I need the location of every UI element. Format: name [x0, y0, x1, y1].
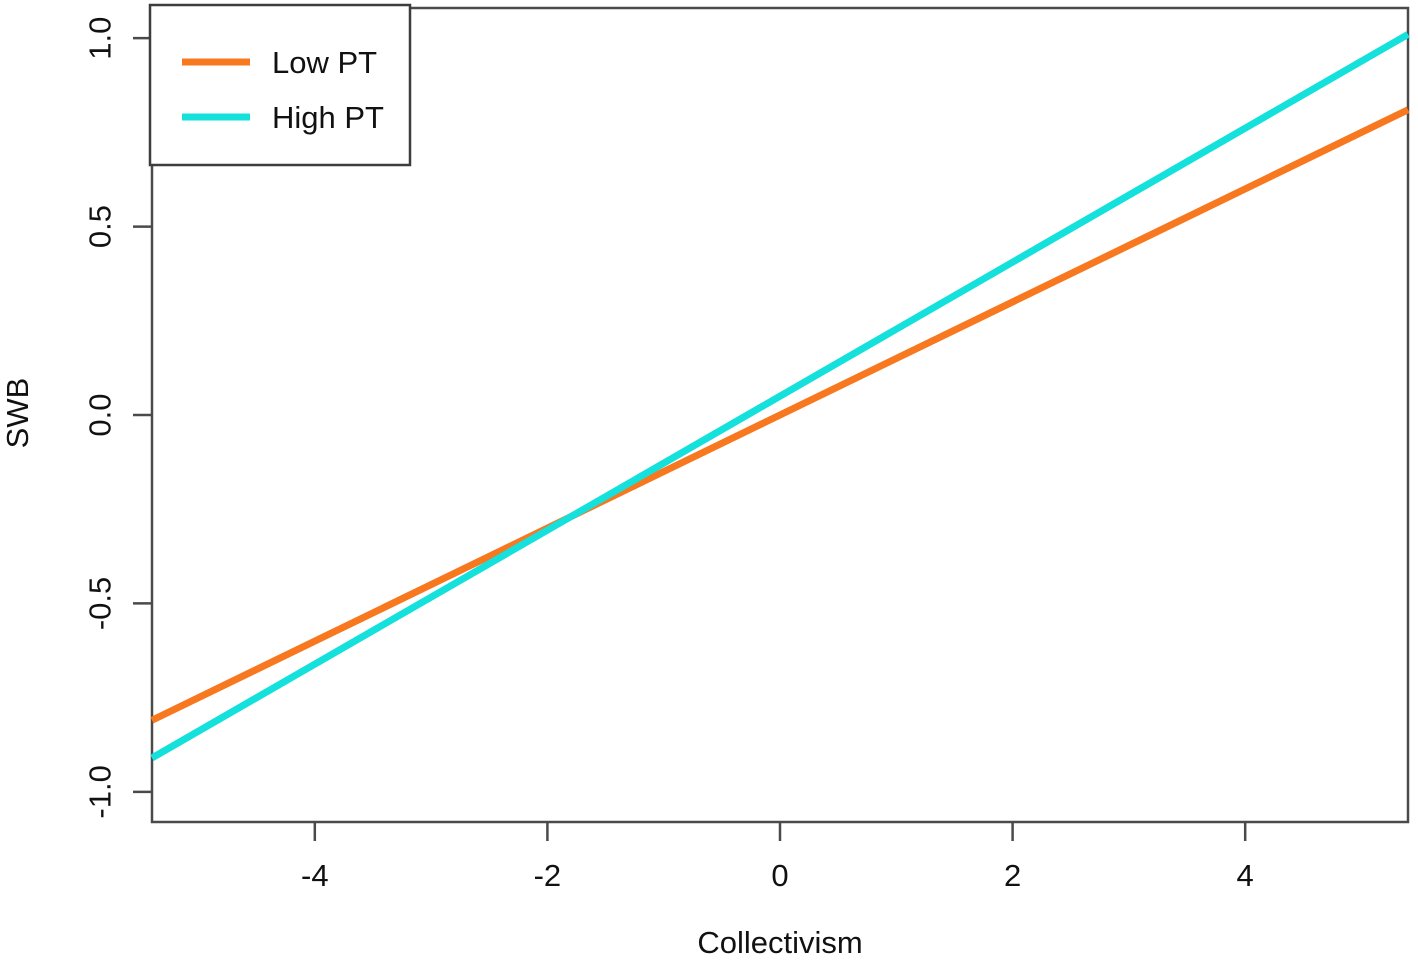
legend-label-high-pt: High PT — [272, 100, 384, 135]
x-tick-label: 0 — [771, 858, 788, 893]
x-tick-label: 4 — [1237, 858, 1254, 893]
y-tick-label: 0.0 — [83, 393, 118, 436]
y-axis-title: SWB — [0, 378, 35, 449]
y-tick-label: 1.0 — [83, 17, 118, 60]
y-tick-label: -1.0 — [83, 765, 118, 818]
x-tick-label: -2 — [534, 858, 562, 893]
x-axis-title: Collectivism — [697, 925, 862, 960]
legend: Low PT High PT — [148, 3, 412, 167]
series-line-high-pt — [150, 31, 1410, 761]
legend-box — [148, 3, 412, 167]
y-tick-label: -0.5 — [83, 577, 118, 630]
series-line-low-pt — [150, 106, 1410, 724]
y-tick-label: 0.5 — [83, 205, 118, 248]
x-tick-label: -4 — [301, 858, 329, 893]
legend-label-low-pt: Low PT — [272, 45, 377, 80]
x-tick-label: 2 — [1004, 858, 1021, 893]
plot-area-border — [150, 6, 1410, 824]
